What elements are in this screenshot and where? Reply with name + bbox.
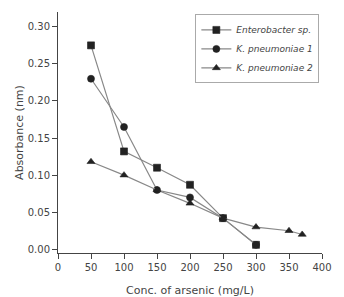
svg-text:0.15: 0.15	[28, 133, 50, 144]
svg-text:K. pneumoniae 2: K. pneumoniae 2	[236, 63, 313, 73]
svg-text:100: 100	[114, 262, 133, 273]
svg-text:150: 150	[147, 262, 166, 273]
svg-text:Conc. of arsenic (mg/L): Conc. of arsenic (mg/L)	[126, 284, 254, 297]
svg-text:350: 350	[279, 262, 298, 273]
svg-text:0.00: 0.00	[28, 244, 50, 255]
svg-text:200: 200	[180, 262, 199, 273]
svg-text:Absorbance (nm): Absorbance (nm)	[13, 85, 26, 180]
svg-text:50: 50	[85, 262, 98, 273]
svg-text:K. pneumoniae 1: K. pneumoniae 1	[236, 44, 312, 54]
svg-text:0.05: 0.05	[28, 207, 50, 218]
svg-text:250: 250	[213, 262, 232, 273]
svg-text:0.10: 0.10	[28, 170, 50, 181]
svg-text:400: 400	[312, 262, 331, 273]
svg-text:0.25: 0.25	[28, 58, 50, 69]
svg-text:Enterobacter sp.: Enterobacter sp.	[236, 25, 311, 35]
svg-text:0.20: 0.20	[28, 95, 50, 106]
svg-text:0.30: 0.30	[28, 21, 50, 32]
svg-text:0: 0	[55, 262, 61, 273]
svg-text:300: 300	[246, 262, 265, 273]
